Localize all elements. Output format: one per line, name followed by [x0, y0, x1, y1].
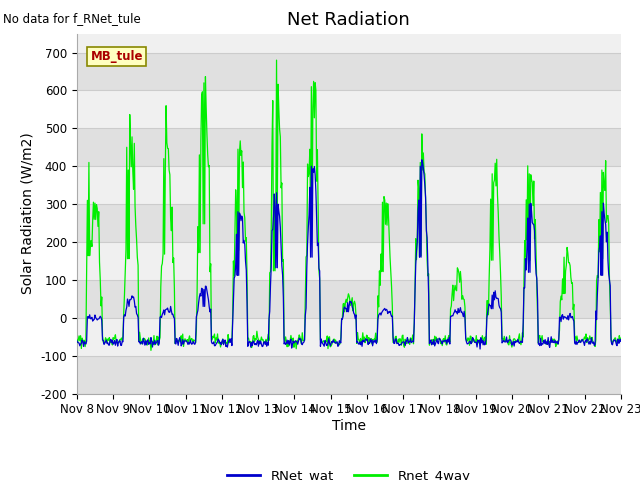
Text: MB_tule: MB_tule: [90, 50, 143, 63]
RNet_wat: [223, 342, 230, 348]
Rnet_4way: [273, 57, 280, 63]
Rnet_4way: [223, 341, 231, 347]
RNet_wat: [476, 346, 484, 352]
RNet_wat: [617, 338, 625, 344]
RNet_wat: [73, 338, 81, 344]
Legend: RNet_wat, Rnet_4way: RNet_wat, Rnet_4way: [222, 464, 476, 480]
RNet_wat: [139, 341, 147, 347]
RNet_wat: [83, 338, 90, 344]
Text: No data for f_RNet_tule: No data for f_RNet_tule: [3, 12, 141, 25]
Bar: [77, 280, 621, 318]
Rnet_4way: [617, 336, 625, 341]
Rnet_4way: [147, 348, 155, 353]
RNet_wat: [194, 308, 202, 313]
Bar: [77, 128, 621, 166]
Rnet_4way: [83, 268, 90, 274]
Bar: [77, 90, 621, 128]
Y-axis label: Solar Radiation (W/m2): Solar Radiation (W/m2): [21, 133, 35, 294]
Rnet_4way: [195, 250, 202, 255]
Rnet_4way: [139, 336, 147, 342]
RNet_wat: [418, 157, 426, 163]
RNet_wat: [431, 341, 439, 347]
Bar: [77, 204, 621, 242]
Bar: [77, 356, 621, 394]
Rnet_4way: [433, 334, 440, 340]
Rnet_4way: [417, 159, 424, 165]
Title: Net Radiation: Net Radiation: [287, 11, 410, 29]
Rnet_4way: [73, 336, 81, 342]
X-axis label: Time: Time: [332, 419, 366, 433]
Line: RNet_wat: RNet_wat: [77, 160, 621, 349]
Line: Rnet_4way: Rnet_4way: [77, 60, 621, 350]
Bar: [77, 242, 621, 280]
Bar: [77, 318, 621, 356]
Bar: [77, 52, 621, 90]
RNet_wat: [415, 197, 422, 203]
Bar: [77, 166, 621, 204]
